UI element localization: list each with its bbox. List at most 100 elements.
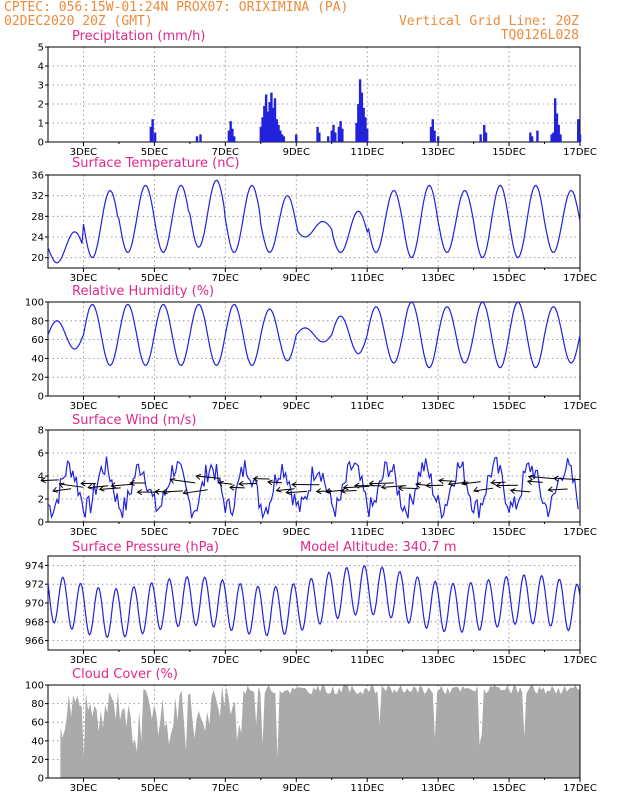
panel-title: Surface Wind (m/s)	[72, 413, 196, 428]
precip-bar	[431, 119, 435, 142]
precip-bar	[280, 134, 284, 142]
wind-arrow-head	[110, 482, 117, 489]
precip-bar	[268, 102, 271, 142]
x-tick-label: 7DEC	[212, 147, 239, 158]
x-tick-label: 9DEC	[283, 783, 310, 794]
x-tick-label: 13DEC	[421, 273, 455, 284]
panel-title: Surface Pressure (hPa)	[72, 540, 219, 555]
panel-title: Cloud Cover (%)	[72, 667, 178, 682]
x-tick-label: 11DEC	[350, 273, 384, 284]
x-tick-label: 13DEC	[421, 655, 455, 666]
y-tick-label: 970	[25, 599, 44, 610]
panel-0: Precipitation (mm/h) 0 1 2 3 4 5 3DEC 5DEC 7DEC 9D…	[38, 29, 597, 158]
precip-bar	[341, 128, 344, 142]
panel-4: Surface Pressure (hPa) Model Altitude: 34…	[25, 540, 597, 666]
wind-arrow-head	[291, 481, 297, 488]
precip-bar	[339, 121, 342, 142]
header-grid-line-note: Vertical Grid Line: 20Z	[399, 14, 579, 29]
precip-bar	[151, 119, 154, 142]
y-tick-label: 4	[38, 472, 44, 483]
precip-bar	[316, 126, 319, 142]
precip-bar	[195, 136, 199, 142]
wind-arrow-head	[527, 474, 534, 481]
y-tick-label: 8	[38, 426, 44, 437]
wind-arrow	[196, 475, 221, 479]
precip-bar	[553, 98, 557, 142]
precip-bar	[261, 117, 264, 142]
x-tick-label: 9DEC	[283, 273, 310, 284]
wind-arrow-head	[325, 488, 332, 494]
precip-bar	[318, 132, 321, 142]
cloud-cover-area	[60, 685, 580, 778]
wind-arrow-head	[353, 482, 360, 489]
y-tick-label: 40	[31, 354, 44, 365]
wind-arrow	[491, 481, 506, 484]
wind-arrow	[183, 489, 208, 494]
wind-arrow	[276, 488, 295, 492]
y-tick-label: 20	[31, 755, 44, 766]
x-tick-label: 13DEC	[421, 527, 455, 538]
precip-bar	[355, 123, 358, 142]
x-tick-label: 7DEC	[212, 401, 239, 412]
wind-arrow-head	[58, 482, 65, 489]
x-tick-label: 3DEC	[70, 783, 97, 794]
wind-arrow-head	[129, 479, 135, 486]
precip-bar	[272, 107, 275, 142]
precip-bar	[357, 104, 360, 142]
wind-arrow	[448, 481, 469, 485]
wind-arrow-head	[275, 486, 282, 493]
precip-bar	[263, 105, 266, 142]
precip-bar	[550, 134, 553, 142]
wind-arrow	[439, 479, 456, 482]
wind-arrow	[326, 489, 345, 493]
precip-bar	[199, 134, 202, 142]
x-tick-label: 5DEC	[141, 527, 168, 538]
precip-bar	[429, 126, 433, 142]
wind-arrow-head	[87, 483, 94, 490]
x-tick-label: 17DEC	[563, 273, 597, 284]
y-tick-label: 40	[31, 736, 44, 747]
wind-arrow-head	[154, 488, 160, 495]
wind-arrow	[99, 487, 121, 490]
precip-bar	[279, 130, 282, 142]
precip-bar	[578, 134, 582, 142]
wind-arrow-head	[438, 477, 444, 484]
precip-bar	[529, 132, 532, 142]
x-tick-label: 5DEC	[141, 783, 168, 794]
wind-arrow	[316, 490, 332, 492]
y-tick-label: 3	[38, 81, 44, 92]
x-tick-label: 5DEC	[141, 147, 168, 158]
y-tick-label: 5	[38, 43, 44, 54]
y-tick-label: 100	[25, 681, 44, 692]
pressure-line	[47, 564, 581, 639]
wind-arrow-head	[380, 483, 387, 490]
wind-arrow-head	[461, 479, 467, 486]
x-tick-label: 3DEC	[70, 401, 97, 412]
wind-arrow-head	[315, 488, 322, 495]
precip-bar	[364, 117, 367, 142]
x-tick-label: 15DEC	[492, 273, 526, 284]
panel-1: Surface Temperature (nC) 20 24 28 32 36 3DEC 5D…	[31, 156, 597, 284]
wind-arrow-head	[40, 477, 47, 484]
x-tick-label: 17DEC	[563, 783, 597, 794]
precip-bar	[330, 130, 333, 142]
wind-arrow-head	[526, 479, 533, 486]
wind-arrow	[268, 481, 283, 484]
wind-arrow	[369, 482, 394, 485]
wind-arrow-head	[169, 477, 176, 484]
y-tick-label: 974	[25, 561, 44, 572]
precip-bar	[536, 130, 539, 142]
wind-arrow-head	[495, 482, 501, 489]
wind-arrow	[239, 482, 258, 485]
wind-arrow-head	[217, 480, 224, 487]
x-tick-label: 13DEC	[421, 783, 455, 794]
panel-2: Relative Humidity (%) 0 20 40 60 80 100 3DEC 5DE…	[25, 284, 597, 412]
y-tick-label: 100	[25, 298, 44, 309]
precip-bar	[264, 94, 268, 142]
precip-bar	[577, 119, 580, 142]
wind-arrow	[398, 487, 419, 490]
header-model-code: TQ0126L028	[501, 28, 579, 43]
precip-bar	[332, 124, 335, 142]
y-tick-label: 2	[38, 495, 44, 506]
wind-arrow-head	[368, 480, 375, 487]
